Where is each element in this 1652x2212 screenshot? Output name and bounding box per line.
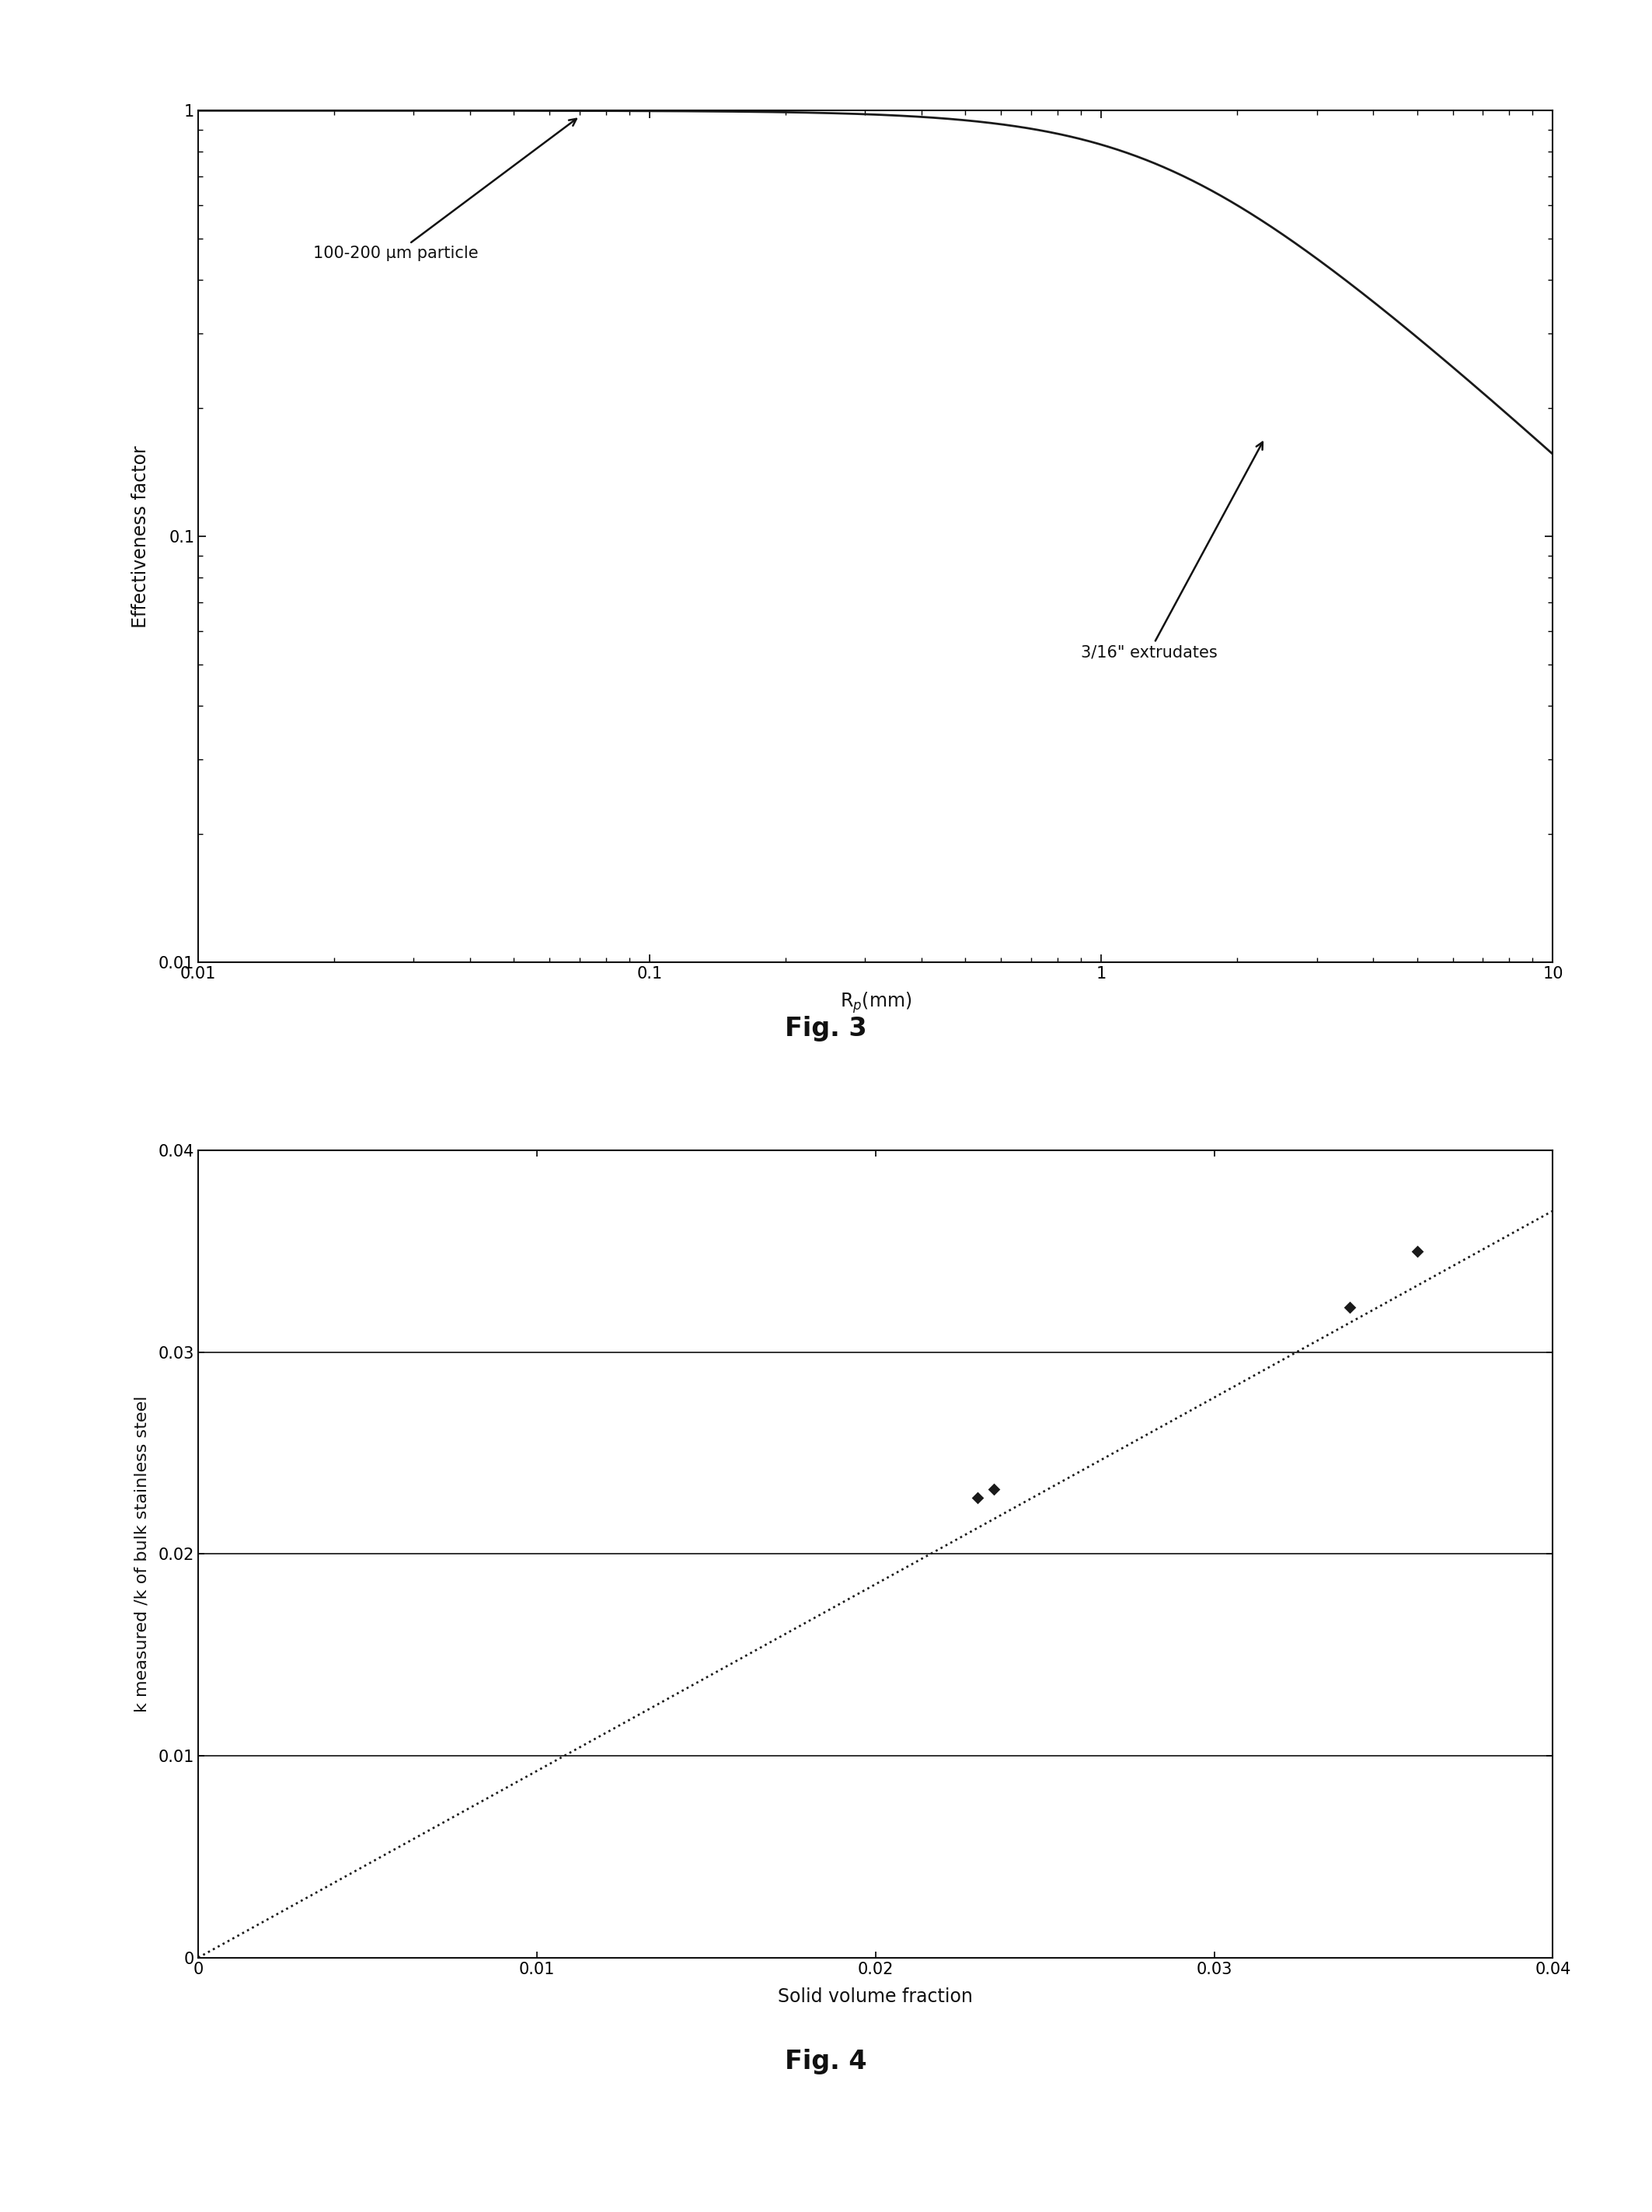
Point: [963, 1480, 990, 1515]
Text: 100-200 μm particle: 100-200 μm particle: [314, 119, 577, 261]
Text: Fig. 3: Fig. 3: [785, 1015, 867, 1042]
Point: [1404, 1234, 1431, 1270]
Y-axis label: k measured /k of bulk stainless steel: k measured /k of bulk stainless steel: [134, 1396, 150, 1712]
Text: Fig. 4: Fig. 4: [785, 2048, 867, 2075]
Point: [981, 1471, 1008, 1506]
Point: [1336, 1290, 1363, 1325]
Text: 3/16" extrudates: 3/16" extrudates: [1080, 442, 1262, 661]
Y-axis label: Effectiveness factor: Effectiveness factor: [131, 445, 150, 628]
X-axis label: R$_p$(mm): R$_p$(mm): [839, 991, 912, 1015]
X-axis label: Solid volume fraction: Solid volume fraction: [778, 1989, 973, 2006]
